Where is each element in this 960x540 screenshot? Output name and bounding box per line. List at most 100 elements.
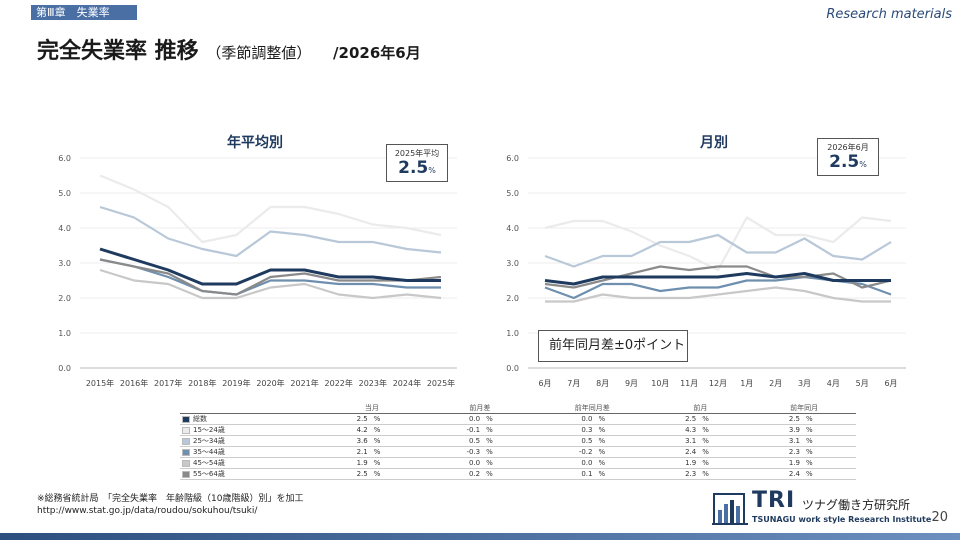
x-tick-label: 1月 bbox=[740, 379, 753, 388]
series-line bbox=[544, 265, 892, 289]
x-tick-label: 2025年 bbox=[427, 378, 455, 388]
table-cell-unit: % bbox=[484, 413, 537, 425]
table-cell-unit: % bbox=[371, 424, 424, 436]
x-tick-label: 2023年 bbox=[359, 378, 387, 388]
table-cell-cur: 2.1 bbox=[320, 446, 372, 458]
table-header-label bbox=[180, 403, 320, 414]
chart-title: 月別 bbox=[699, 135, 728, 151]
table-cell-yoy: 0.0 bbox=[536, 457, 597, 469]
table-cell-yoy: 0.0 bbox=[536, 413, 597, 425]
table-cell-prev: 3.1 bbox=[648, 435, 701, 447]
x-tick-label: 4月 bbox=[827, 379, 840, 388]
table-cell-prev: 4.3 bbox=[648, 424, 701, 436]
x-tick-label: 5月 bbox=[856, 379, 869, 388]
research-materials-label: Research materials bbox=[826, 7, 952, 22]
table-cell-unit: % bbox=[804, 413, 856, 425]
table-cell-unit: % bbox=[371, 413, 424, 425]
x-tick-label: 2017年 bbox=[154, 378, 182, 388]
x-tick-label: 3月 bbox=[798, 379, 811, 388]
table-cell-unit: % bbox=[596, 468, 649, 480]
table-cell-unit: % bbox=[596, 446, 649, 458]
table-header-mom: 前月差 bbox=[423, 403, 537, 414]
table-cell-yoy: -0.2 bbox=[536, 446, 597, 458]
source-url[interactable]: http://www.stat.go.jp/data/roudou/sokuho… bbox=[37, 506, 258, 516]
table-cell-unit: % bbox=[700, 413, 753, 425]
table-header-row: 当月 前月差 前年同月差 前月 前年同月 bbox=[180, 403, 856, 414]
table-cell-mom: 0.0 bbox=[423, 457, 485, 469]
x-tick-label: 10月 bbox=[651, 379, 669, 388]
x-tick-label: 2015年 bbox=[86, 378, 114, 388]
x-tick-label: 2024年 bbox=[393, 378, 421, 388]
table-cell-unit: % bbox=[804, 457, 856, 469]
y-tick-label: 4.0 bbox=[506, 224, 519, 233]
page-title: 完全失業率 推移 （季節調整値） /2026年6月 bbox=[37, 33, 421, 65]
series-line bbox=[545, 286, 891, 303]
table-row: 35～44歳 2.1% -0.3% -0.2% 2.4% 2.3% bbox=[180, 446, 856, 458]
legend-swatch bbox=[182, 448, 190, 456]
table-row: 総数 2.5% 0.0% 0.0% 2.5% 2.5% bbox=[180, 413, 856, 425]
table-cell-prev: 2.3 bbox=[648, 468, 701, 480]
x-tick-label: 12月 bbox=[709, 379, 727, 388]
y-tick-label: 2.0 bbox=[58, 294, 71, 303]
title-sub: （季節調整値） bbox=[206, 44, 312, 62]
table-cell-unit: % bbox=[596, 424, 649, 436]
table-cell-cur: 3.6 bbox=[320, 435, 372, 447]
table-cell-prev_year: 2.3 bbox=[752, 446, 804, 458]
table-cell-unit: % bbox=[804, 468, 856, 480]
annual-average-value: 2.5% bbox=[398, 158, 436, 178]
series-line bbox=[544, 216, 892, 272]
x-tick-label: 8月 bbox=[596, 379, 609, 388]
table-cell-unit: % bbox=[484, 468, 537, 480]
y-tick-label: 6.0 bbox=[506, 154, 519, 163]
table-cell-cur: 2.5 bbox=[320, 413, 372, 425]
table-cell-prev: 2.4 bbox=[648, 446, 701, 458]
x-tick-label: 2019年 bbox=[222, 378, 250, 388]
table-row: 25～34歳 3.6% 0.5% 0.5% 3.1% 3.1% bbox=[180, 435, 856, 447]
table-header-prev: 前月 bbox=[648, 403, 753, 414]
monthly-value-box: 2026年6月 2.5% bbox=[817, 138, 879, 176]
x-tick-label: 11月 bbox=[680, 379, 698, 388]
logo-tri-text: TRI bbox=[752, 488, 796, 513]
table-cell-unit: % bbox=[804, 424, 856, 436]
table-cell-unit: % bbox=[700, 435, 753, 447]
y-tick-label: 0.0 bbox=[506, 364, 519, 373]
monthly-value: 2.5% bbox=[829, 152, 867, 172]
series-line bbox=[99, 268, 442, 300]
title-main: 完全失業率 推移 bbox=[37, 39, 199, 64]
x-tick-label: 2020年 bbox=[256, 378, 284, 388]
table-cell-yoy: 0.1 bbox=[536, 468, 597, 480]
x-tick-label: 2022年 bbox=[325, 378, 353, 388]
table-cell-unit: % bbox=[484, 435, 537, 447]
annual-average-box: 2025年平均 2.5% bbox=[386, 144, 448, 182]
table-cell-unit: % bbox=[804, 446, 856, 458]
table-cell-unit: % bbox=[484, 424, 537, 436]
table-cell-prev_year: 2.4 bbox=[752, 468, 804, 480]
page-number: 20 bbox=[931, 510, 948, 525]
series-line bbox=[99, 174, 442, 244]
table-header-prev-year: 前年同月 bbox=[752, 403, 856, 414]
table-cell-prev_year: 2.5 bbox=[752, 413, 804, 425]
title-date: /2026年6月 bbox=[333, 44, 421, 62]
table-cell-unit: % bbox=[596, 413, 649, 425]
y-tick-label: 1.0 bbox=[58, 329, 71, 338]
table-cell-unit: % bbox=[596, 457, 649, 469]
table-cell-unit: % bbox=[484, 457, 537, 469]
table-header-yoy: 前年同月差 bbox=[536, 403, 649, 414]
legend-swatch bbox=[182, 470, 190, 478]
series-line bbox=[99, 205, 442, 258]
table-row: 15～24歳 4.2% -0.1% 0.3% 4.3% 3.9% bbox=[180, 424, 856, 436]
table-row: 45～54歳 1.9% 0.0% 0.0% 1.9% 1.9% bbox=[180, 457, 856, 469]
table-cell-cur: 2.5 bbox=[320, 468, 372, 480]
x-tick-label: 2月 bbox=[769, 379, 782, 388]
tri-logo: TRI ツナグ働き方研究所 TSUNAGU work style Researc… bbox=[710, 488, 931, 528]
table-cell-unit: % bbox=[371, 435, 424, 447]
series-line bbox=[99, 247, 441, 286]
table-cell-unit: % bbox=[484, 446, 537, 458]
legend-swatch bbox=[182, 426, 190, 434]
building-icon bbox=[712, 493, 748, 525]
table-row: 55～64歳 2.5% 0.2% 0.1% 2.3% 2.4% bbox=[180, 468, 856, 480]
table-cell-unit: % bbox=[596, 435, 649, 447]
legend-swatch bbox=[182, 415, 190, 423]
table-row-label: 総数 bbox=[180, 413, 320, 425]
y-tick-label: 3.0 bbox=[506, 259, 519, 268]
